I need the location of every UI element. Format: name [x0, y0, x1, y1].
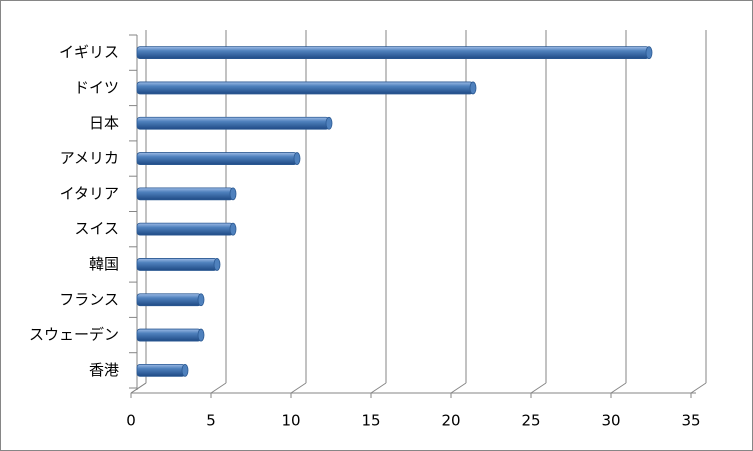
x-tick-label: 10 — [281, 412, 300, 430]
bar — [136, 328, 202, 342]
x-tick-label: 15 — [361, 412, 380, 430]
bar-cap — [293, 152, 301, 165]
y-tick-label: 日本 — [89, 114, 119, 132]
grid-line — [370, 382, 387, 394]
bar-cap — [645, 46, 653, 60]
bar — [136, 116, 330, 130]
y-tick-label: スウェーデン — [29, 326, 119, 344]
y-tick-label: 香港 — [89, 361, 119, 379]
bar-cap — [229, 187, 237, 201]
bar — [136, 152, 298, 165]
bar — [136, 222, 234, 236]
bar-cap — [197, 328, 205, 342]
grid-line — [210, 382, 227, 394]
grid-line — [130, 382, 147, 394]
y-tick-label: アメリカ — [60, 149, 119, 167]
x-tick-label: 5 — [206, 412, 216, 430]
grid-line — [690, 382, 707, 394]
bar — [136, 81, 474, 95]
bar — [136, 46, 650, 60]
bar-cap — [325, 116, 333, 130]
y-tick-label: ドイツ — [74, 78, 119, 96]
bar-cap — [229, 222, 237, 236]
bar-cap — [469, 81, 477, 95]
x-tick-label: 30 — [601, 412, 620, 430]
bar — [136, 258, 218, 271]
grid-line — [450, 382, 467, 394]
grid-line — [610, 382, 627, 394]
x-tick-label: 35 — [681, 412, 700, 430]
grid-line — [530, 382, 547, 394]
x-tick-label: 0 — [126, 412, 136, 430]
y-tick-label: イギリス — [59, 43, 119, 61]
grid-line — [290, 382, 307, 394]
bar — [136, 293, 202, 307]
y-tick-label: フランス — [59, 290, 119, 308]
x-tick-label: 20 — [441, 412, 460, 430]
y-tick-label: イタリア — [60, 184, 119, 202]
bar — [136, 363, 186, 377]
x-tick-label: 25 — [521, 412, 540, 430]
bar — [136, 187, 234, 201]
bar-cap — [197, 293, 205, 307]
bar-cap — [181, 363, 189, 377]
bar-cap — [213, 258, 221, 271]
y-tick-label: スイス — [74, 220, 119, 238]
y-tick-label: 韓国 — [89, 255, 119, 273]
